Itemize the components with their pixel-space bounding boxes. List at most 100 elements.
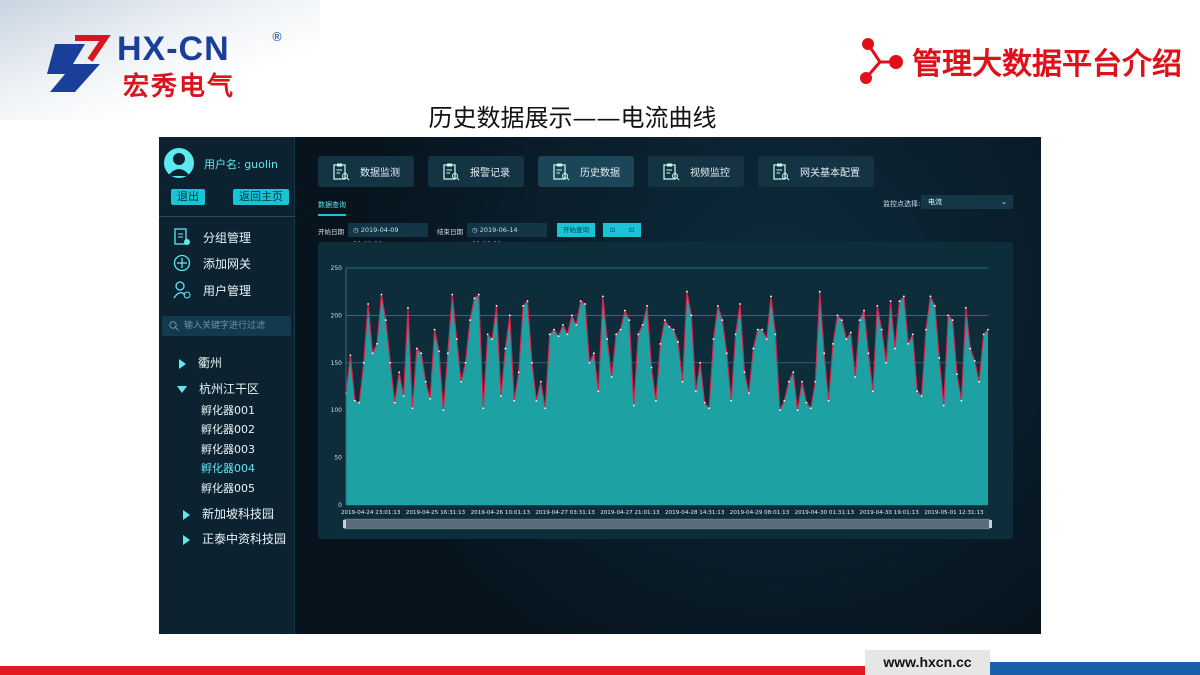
data-point — [774, 333, 777, 336]
data-point — [889, 300, 892, 303]
data-point — [818, 290, 821, 293]
data-point — [721, 319, 724, 322]
export-buttons[interactable]: ⊡ ⊡ — [603, 223, 641, 237]
end-date-input[interactable]: ◷ 2019-06-14 00:00:00 — [467, 223, 547, 248]
data-point — [876, 305, 879, 307]
data-point — [371, 352, 374, 355]
data-point — [845, 338, 848, 340]
data-point — [894, 347, 896, 350]
tab-0[interactable]: 数据监测 — [318, 156, 414, 187]
zoom-slider — [343, 518, 991, 530]
data-point — [947, 314, 950, 317]
tab-1[interactable]: 报警记录 — [428, 156, 524, 187]
data-point — [398, 371, 401, 374]
tree-leaf[interactable]: 孵化器003 — [201, 443, 255, 456]
home-button[interactable]: 返回主页 — [233, 189, 289, 205]
tab-4[interactable]: 网关基本配置 — [758, 156, 874, 187]
data-point — [593, 352, 595, 355]
data-point — [367, 303, 370, 305]
export-icon[interactable]: ⊡ — [609, 226, 616, 234]
data-point — [765, 338, 768, 340]
y-tick-label: 200 — [331, 312, 343, 319]
menu-item-group-manage[interactable]: 分组管理 — [173, 228, 251, 246]
data-point — [867, 352, 870, 355]
data-point — [840, 319, 843, 322]
caret-down-icon — [177, 386, 187, 393]
data-point — [442, 409, 445, 412]
tab-2[interactable]: 历史数据 — [538, 156, 634, 187]
clipboard-search-icon — [663, 163, 680, 180]
tab-3[interactable]: 视频监控 — [648, 156, 744, 187]
data-point — [871, 390, 874, 393]
x-tick-label: 2019-04-27 21:01:13 — [600, 510, 660, 516]
data-point — [415, 347, 418, 350]
tree-node-zhengtai[interactable]: 正泰中资科技园 — [183, 530, 286, 547]
tree-leaf[interactable]: 孵化器005 — [201, 482, 255, 495]
tree-leaf[interactable]: 孵化器001 — [201, 404, 255, 417]
data-point — [446, 352, 449, 355]
data-point — [562, 323, 564, 326]
data-point — [402, 395, 405, 397]
registered-mark: ® — [271, 30, 283, 44]
x-tick-label: 2019-04-24 23:01:13 — [341, 510, 401, 516]
tree-leaf[interactable]: 孵化器002 — [201, 423, 255, 436]
current-chart: 0 50 100 150 200 250 2019-04-24 23:01:13 2019-0… — [331, 265, 992, 530]
monitor-select[interactable]: 电流 ⌄ — [921, 195, 1013, 209]
menu-item-add-gateway[interactable]: 添加网关 — [173, 254, 251, 272]
y-tick-label: 250 — [331, 265, 343, 272]
data-point — [717, 305, 719, 307]
data-point — [380, 293, 383, 296]
tree-node-hangzhou[interactable]: 杭州江干区 — [177, 380, 259, 397]
section-header: 管理大数据平台介绍 — [858, 36, 1182, 86]
data-point — [703, 401, 706, 404]
data-point — [787, 380, 790, 383]
data-point — [712, 338, 715, 340]
data-point — [628, 319, 631, 322]
export-icon[interactable]: ⊡ — [628, 226, 635, 234]
data-point — [517, 371, 520, 374]
data-point — [566, 333, 569, 336]
data-point — [748, 392, 750, 395]
chevron-down-icon: ⌄ — [1001, 198, 1007, 206]
menu-label: 分组管理 — [203, 230, 252, 245]
data-point — [885, 361, 888, 364]
x-tick-label: 2019-04-30 01:31:13 — [795, 510, 855, 516]
data-point — [539, 380, 542, 383]
end-date-label: 结束日期 — [437, 228, 463, 236]
tab-data-query[interactable]: 数据查询 — [318, 200, 346, 216]
tree-node-singapore[interactable]: 新加坡科技园 — [183, 505, 274, 522]
data-point — [668, 325, 671, 328]
divider — [159, 216, 295, 217]
data-point — [973, 360, 976, 362]
data-point — [987, 328, 989, 331]
filter-input[interactable]: 输入关键字进行过滤 — [162, 316, 291, 336]
data-point — [792, 371, 795, 374]
data-point — [863, 309, 865, 312]
data-point — [460, 380, 463, 383]
data-point — [858, 319, 861, 322]
tree-leaf-selected[interactable]: 孵化器004 — [201, 462, 255, 475]
data-point — [655, 399, 657, 402]
data-point — [880, 328, 883, 331]
avatar — [164, 148, 194, 178]
footer-blue-bar — [990, 662, 1200, 675]
data-point — [929, 295, 932, 298]
data-point — [624, 309, 626, 312]
data-point — [420, 352, 423, 355]
data-point — [553, 328, 555, 331]
data-point — [637, 333, 640, 336]
y-tick-label: 100 — [331, 407, 343, 414]
data-point — [464, 361, 467, 364]
start-date-input[interactable]: ◷ 2019-04-09 00:00:00 — [348, 223, 428, 248]
tree-node-quzhou[interactable]: 衢州 — [179, 354, 222, 371]
logout-button[interactable]: 退出 — [171, 189, 205, 205]
data-point — [694, 390, 697, 393]
data-point — [690, 314, 693, 317]
data-point — [389, 361, 392, 364]
data-point — [956, 373, 958, 376]
query-button[interactable]: 开始查询 — [557, 223, 595, 237]
data-point — [601, 295, 604, 298]
menu-item-user-manage[interactable]: 用户管理 — [173, 281, 251, 299]
data-point — [686, 290, 688, 293]
data-point — [376, 342, 378, 345]
